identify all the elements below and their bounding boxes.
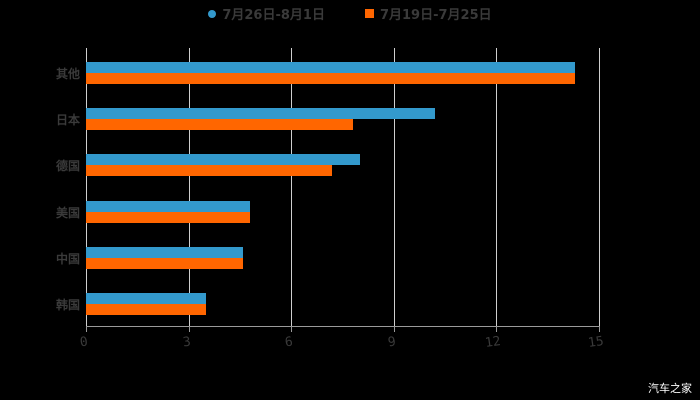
legend-label: 7月26日-8月1日 — [222, 8, 325, 23]
watermark: 汽车之家 — [648, 382, 692, 395]
category-label: 中国 — [55, 251, 80, 266]
plot-area — [86, 48, 600, 326]
gridline — [496, 48, 497, 326]
x-tick-label: 3 — [181, 334, 192, 351]
category-label: 日本 — [55, 113, 80, 128]
circle-marker-icon — [208, 9, 217, 18]
x-tick — [393, 326, 395, 332]
gridline — [189, 48, 190, 326]
category-label: 韩国 — [55, 298, 80, 312]
bar[interactable] — [86, 73, 576, 84]
legend-item-series-1[interactable]: 7月26日-8月1日 — [208, 4, 325, 23]
bar[interactable] — [86, 211, 251, 223]
bar[interactable] — [86, 304, 206, 315]
bar[interactable] — [86, 119, 353, 131]
x-tick — [86, 326, 87, 332]
legend-item-series-2[interactable]: 7月19日-7月25日 — [364, 4, 492, 23]
x-tick-label: 15 — [587, 333, 605, 352]
bar[interactable] — [86, 108, 435, 120]
x-tick — [291, 326, 293, 332]
x-tick-label: 6 — [284, 334, 295, 351]
bar[interactable] — [86, 246, 244, 258]
category-label: 其他 — [55, 67, 80, 81]
x-tick-label: 12 — [484, 333, 503, 352]
gridline — [599, 48, 600, 326]
bar[interactable] — [86, 200, 251, 212]
bar[interactable] — [86, 257, 244, 269]
x-tick — [188, 326, 190, 332]
x-tick — [496, 326, 498, 332]
gridline — [86, 48, 87, 326]
x-tick-label: 0 — [78, 334, 89, 351]
gridline — [394, 48, 395, 326]
bar[interactable] — [86, 154, 360, 166]
bar[interactable] — [86, 165, 333, 177]
legend: 7月26日-8月1日 7月19日-7月25日 — [0, 4, 700, 23]
x-axis-line — [86, 326, 600, 327]
square-marker-icon — [364, 9, 374, 18]
gridline — [291, 48, 292, 326]
category-label: 德国 — [55, 159, 80, 174]
x-tick — [599, 326, 600, 332]
bar[interactable] — [86, 293, 206, 304]
category-label: 美国 — [55, 205, 80, 220]
x-tick-label: 9 — [386, 334, 397, 351]
bar[interactable] — [86, 62, 576, 73]
legend-label: 7月19日-7月25日 — [379, 8, 492, 23]
